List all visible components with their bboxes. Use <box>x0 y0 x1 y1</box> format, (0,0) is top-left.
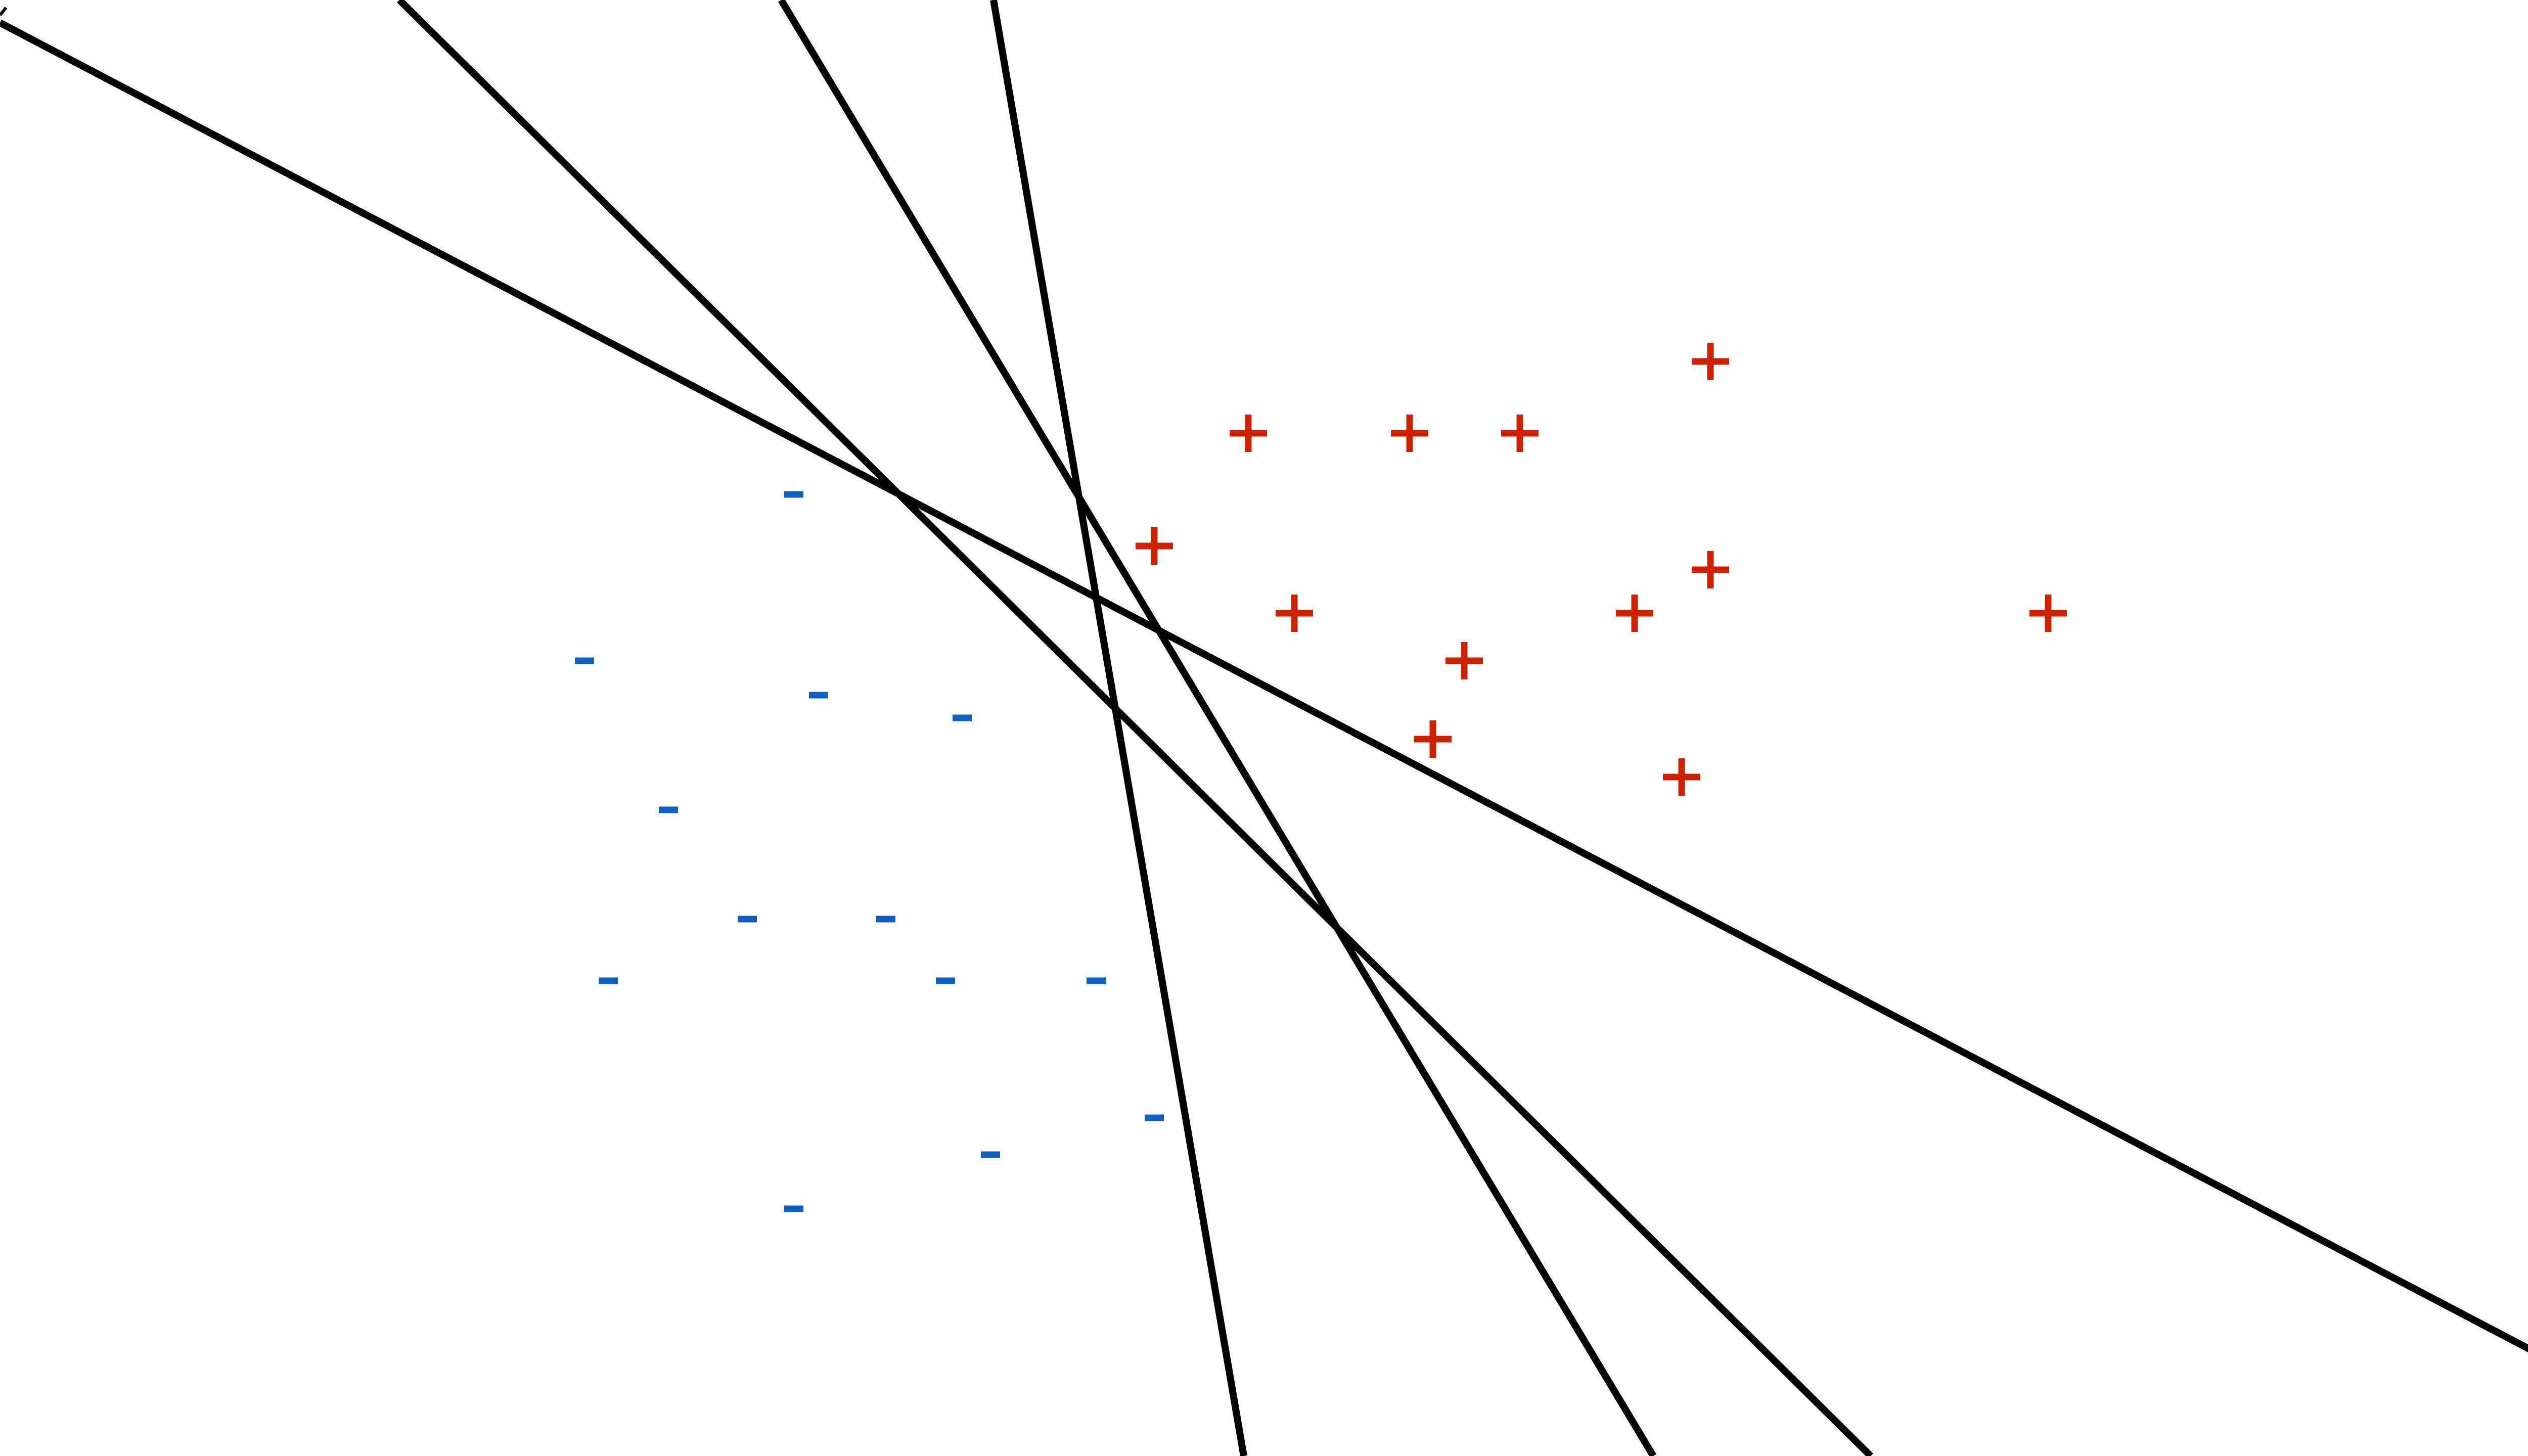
separating-line-2 <box>397 0 1873 1456</box>
positive-mark <box>1616 595 1653 632</box>
separating-line-3 <box>778 0 1657 1456</box>
positive-mark <box>1692 551 1729 588</box>
positive-mark <box>1414 720 1452 758</box>
positive-mark <box>1446 642 1483 679</box>
positive-mark <box>1136 527 1173 565</box>
positive-mark <box>1391 415 1428 452</box>
negative-examples <box>575 491 1164 1212</box>
positive-mark <box>1276 595 1313 632</box>
positive-mark <box>1501 415 1539 452</box>
positive-mark <box>1692 343 1729 380</box>
separating-line-1 <box>0 19 2528 1352</box>
positive-examples <box>1136 343 2067 796</box>
separating-line-4 <box>990 0 1247 1456</box>
positive-mark <box>1663 758 1700 796</box>
positive-mark <box>2029 595 2067 632</box>
corner-tick-mark <box>0 7 8 16</box>
positive-mark <box>1230 415 1267 452</box>
